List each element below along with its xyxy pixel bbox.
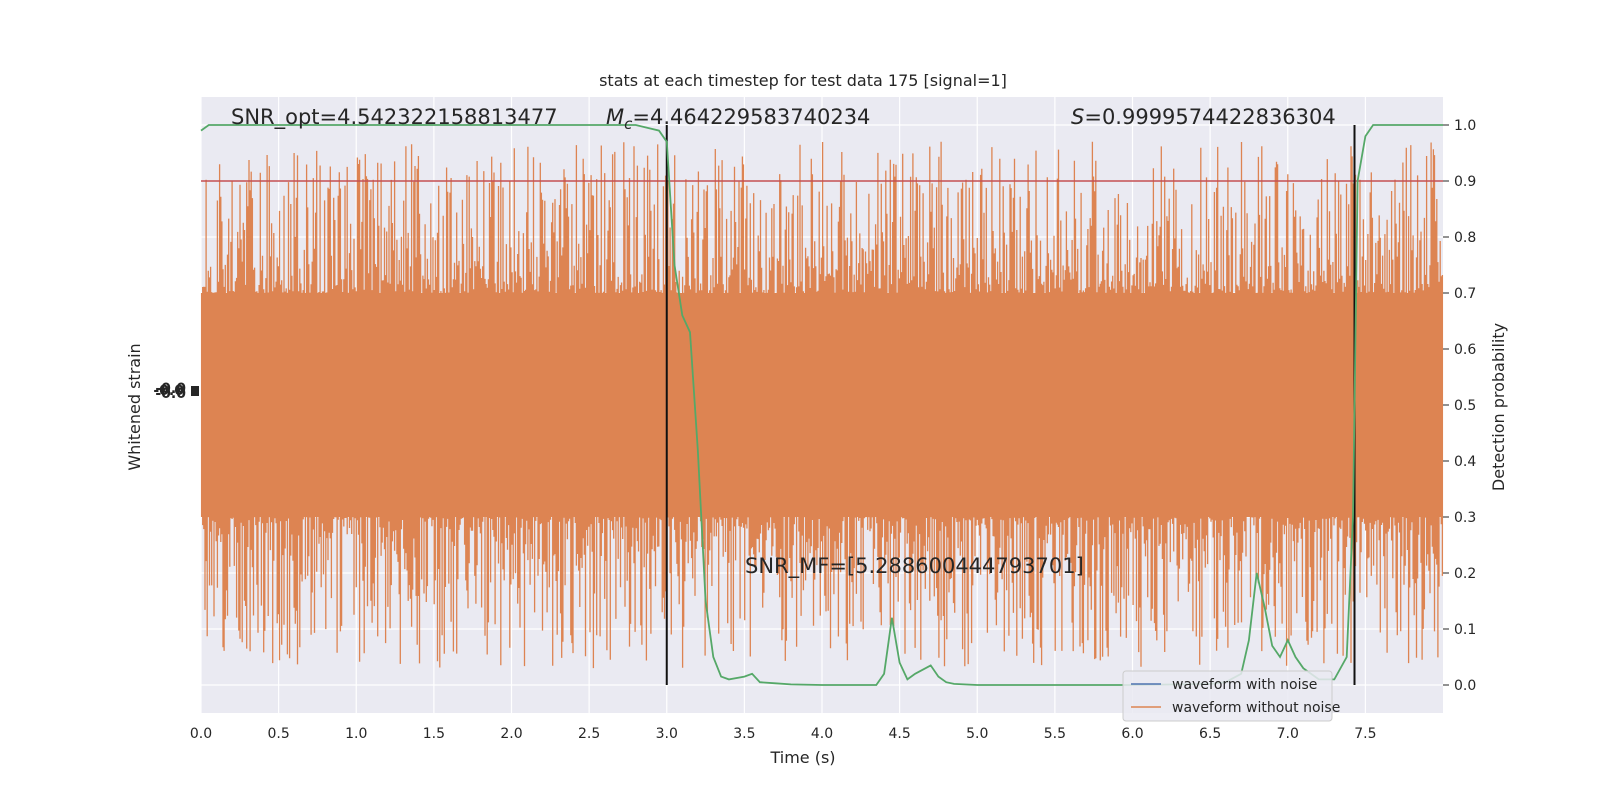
y-tick-label: 0.5 <box>1454 398 1476 414</box>
x-tick-label: 7.5 <box>1354 726 1376 742</box>
legend: waveform with noise waveform without noi… <box>1122 670 1340 722</box>
annotation-s: S=0.9999574422836304 <box>1071 105 1336 129</box>
x-tick-label: 1.0 <box>345 726 367 742</box>
x-axis-ticks: 0.0 0.5 1.0 1.5 2.0 2.5 3.0 3.5 4.0 4.5 5.0 5.5 6.0 6… <box>190 726 1377 742</box>
x-tick-label: 1.5 <box>423 726 445 742</box>
y-tick-label: 0.3 <box>1454 510 1476 526</box>
y-tick-label: 0.7 <box>1454 286 1476 302</box>
y-tick-label: 0.9 <box>1454 174 1476 190</box>
y-axis-left-label: Whitened strain <box>125 343 144 470</box>
x-tick-label: 3.0 <box>656 726 678 742</box>
x-tick-label: 6.5 <box>1199 726 1221 742</box>
x-axis-label: Time (s) <box>769 748 835 767</box>
annotation-snr-opt: SNR_opt=4.542322158813477 <box>231 105 558 130</box>
x-tick-label: 0.0 <box>190 726 212 742</box>
series-detection-probability <box>200 124 1443 686</box>
x-tick-label: 5.0 <box>966 726 988 742</box>
svg-text:-0.0: -0.0 <box>153 383 184 399</box>
y-axis-right-label: Detection probability <box>1489 323 1508 491</box>
x-tick-label: 3.5 <box>733 726 755 742</box>
legend-box <box>1122 670 1333 722</box>
left-tick-cluster: -0.0 -0.0 -0.0 <box>153 381 199 402</box>
x-tick-label: 5.5 <box>1044 726 1066 742</box>
svg-text:-0.0: -0.0 <box>155 386 186 402</box>
legend-label-without-noise: waveform without noise <box>1172 700 1340 716</box>
svg-text:-0.0: -0.0 <box>155 381 186 397</box>
legend-label-with-noise: waveform with noise <box>1172 677 1317 693</box>
x-tick-label: 7.0 <box>1277 726 1299 742</box>
y-tick-label: 0.6 <box>1454 342 1476 358</box>
x-tick-label: 2.0 <box>500 726 522 742</box>
y-tick-label: 0.0 <box>1454 678 1476 694</box>
x-tick-label: 0.5 <box>267 726 289 742</box>
y-tick-label: 0.4 <box>1454 454 1476 470</box>
y-axis-right-ticks: 0.0 0.1 0.2 0.3 0.4 0.5 0.6 0.7 0.8 0.9 1.0 <box>1443 118 1476 694</box>
waveform-spikes <box>200 141 1444 669</box>
x-tick-label: 4.0 <box>811 726 833 742</box>
annotation-snr-mf: SNR_MF=[5.288600444793701] <box>745 554 1084 579</box>
y-tick-label: 0.1 <box>1454 622 1476 638</box>
y-tick-label: 1.0 <box>1454 118 1476 134</box>
x-tick-label: 2.5 <box>578 726 600 742</box>
chart-title: stats at each timestep for test data 175… <box>599 71 1007 90</box>
annotation-chirp-mass: Mc=4.464229583740234 <box>606 105 870 133</box>
series-waveform-without-noise <box>200 141 1444 669</box>
x-tick-label: 6.0 <box>1121 726 1143 742</box>
y-tick-label: 0.8 <box>1454 230 1476 246</box>
x-tick-label: 4.5 <box>888 726 910 742</box>
y-tick-label: 0.2 <box>1454 566 1476 582</box>
